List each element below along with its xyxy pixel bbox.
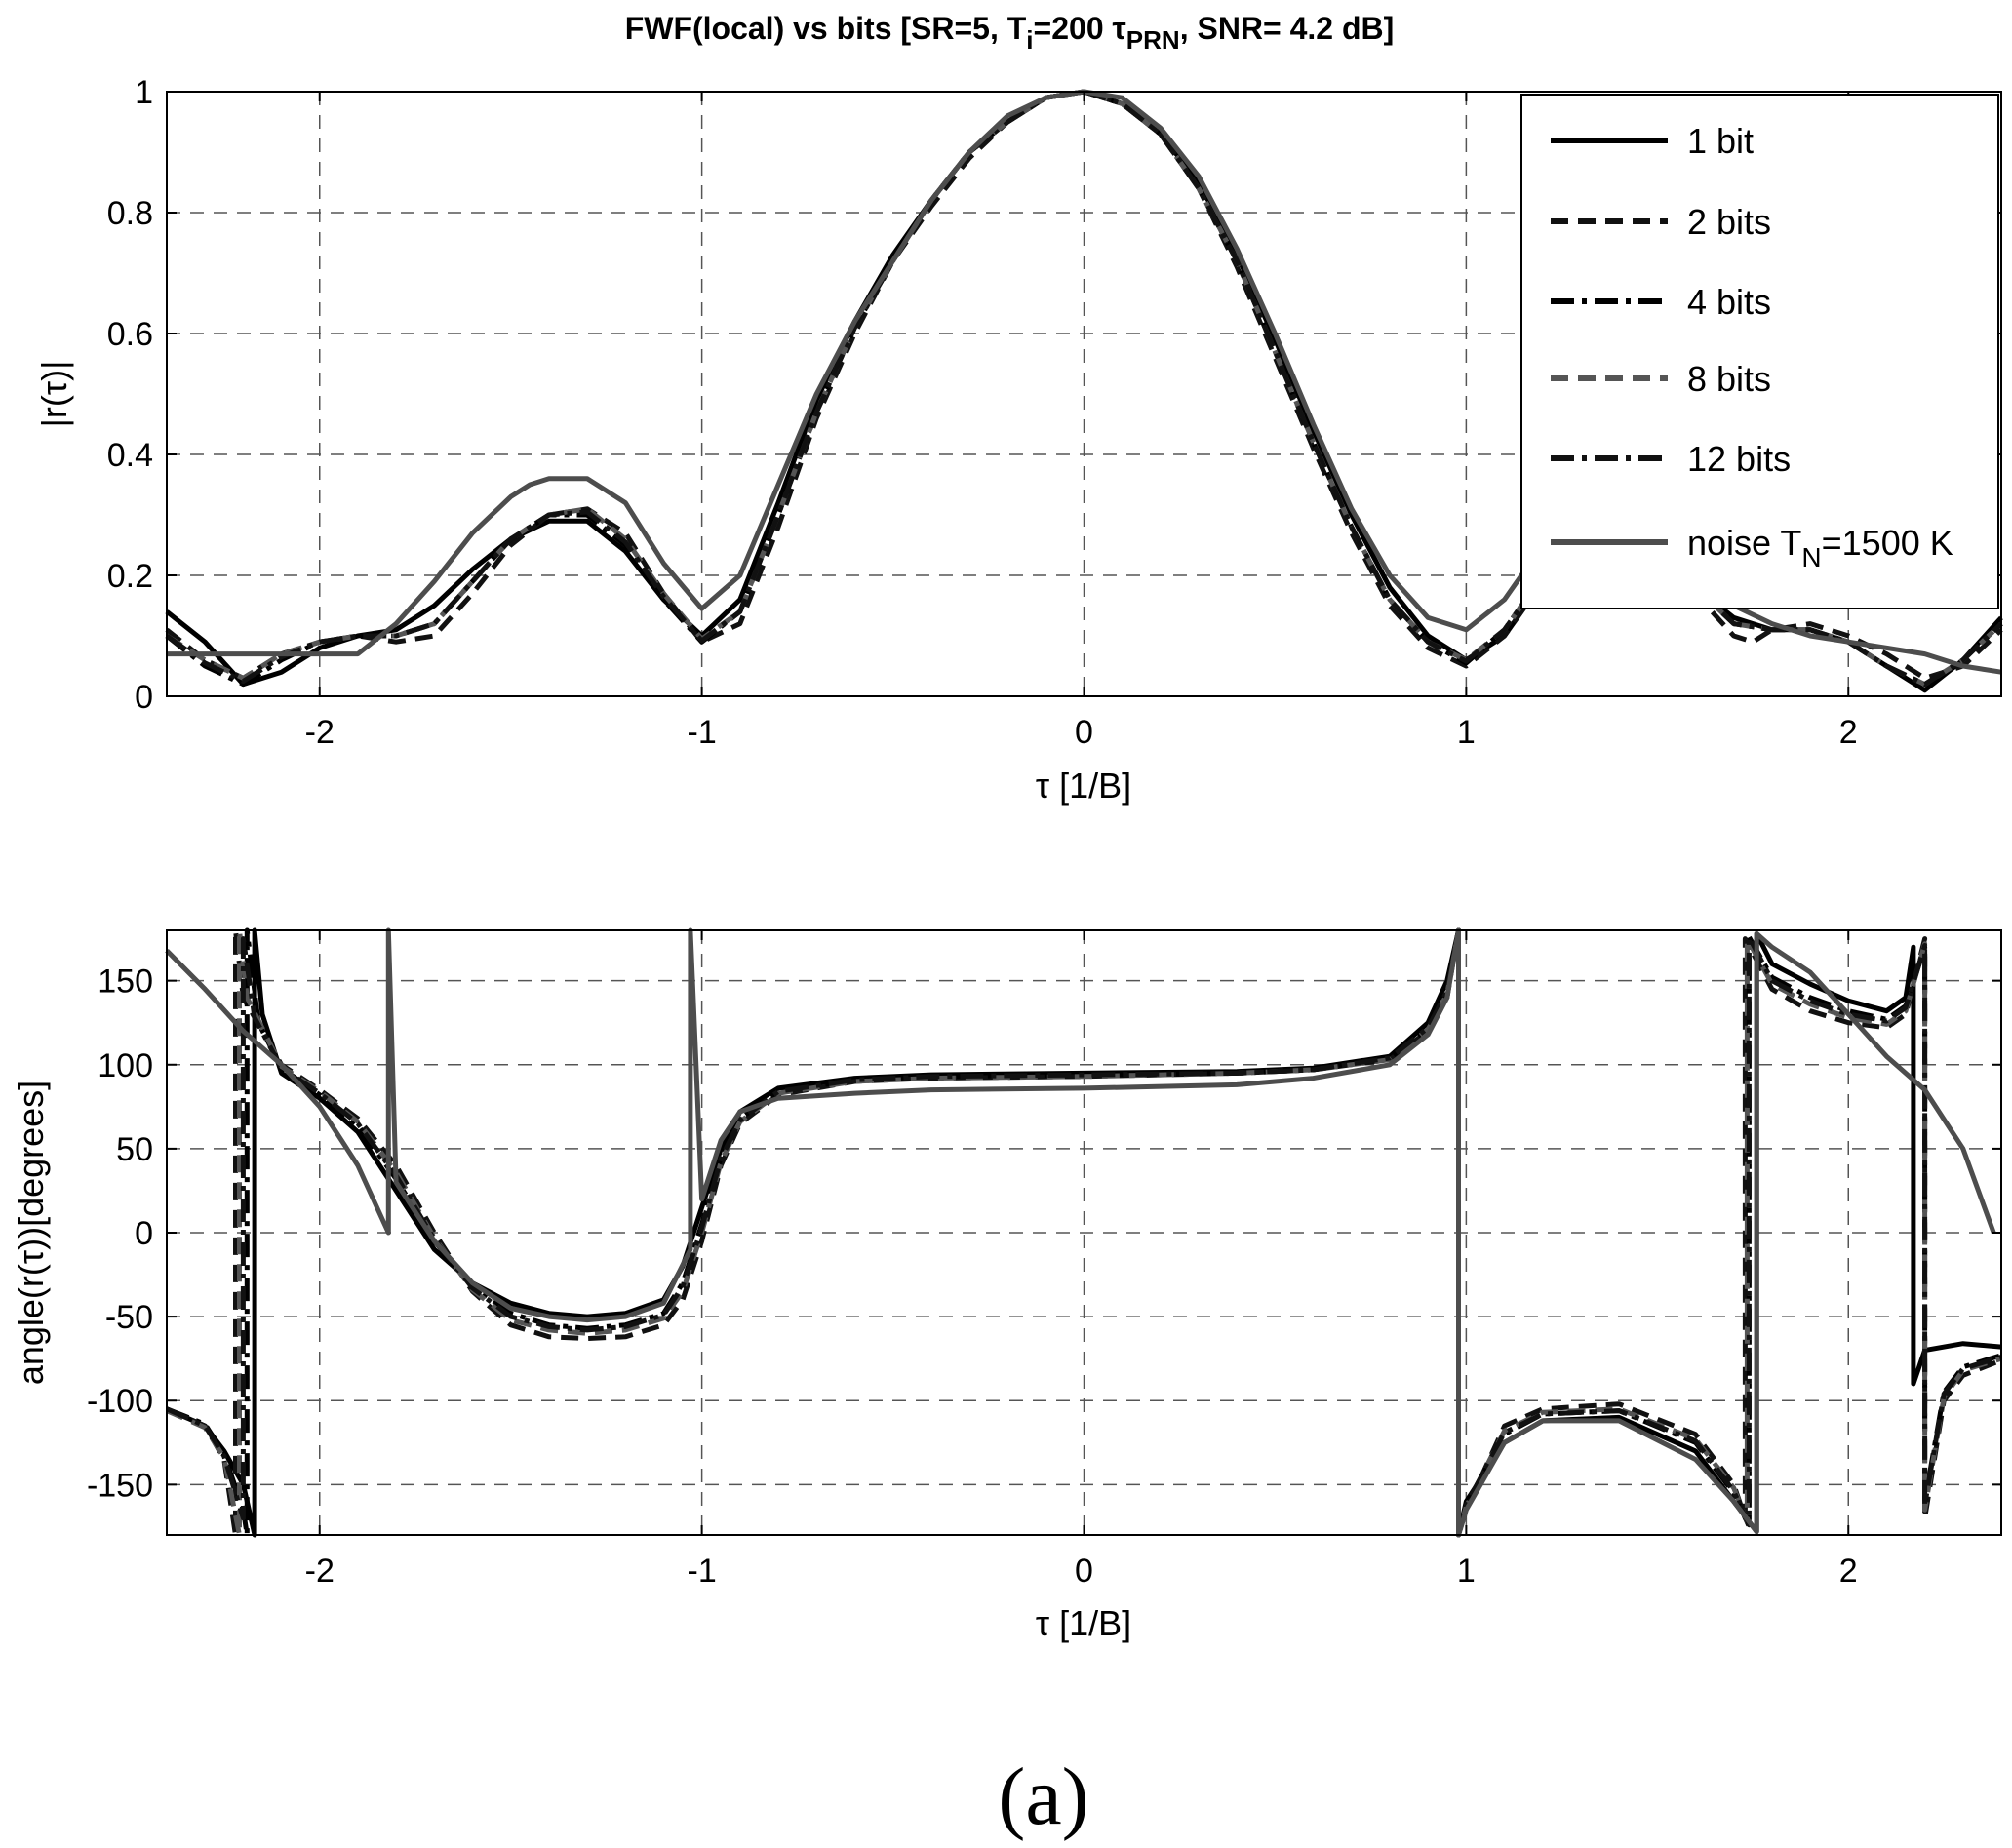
legend-label-4bits: 4 bits [1687,282,1771,322]
title-sub-i: i [1026,25,1033,55]
magnitude-xtick-label-3: 1 [1457,714,1476,751]
magnitude-ytick-label-4: 0.8 [107,195,153,232]
legend-label-noise: noise TN=1500 K [1687,523,1953,572]
magnitude-ytick-label-0: 0 [135,679,153,716]
magnitude-xtick-label-2: 0 [1075,714,1093,751]
phase-grid [167,930,2001,1535]
phase-series-8-bits [165,927,2002,1538]
phase-series-noise-tn-1500-k [165,927,1996,1538]
magnitude-plot: -2 -1 0 1 2 0 0.2 0.4 0.6 0.8 1 τ [1/B] |r(τ)| 1 b… [34,74,2003,806]
phase-ytick-label-2: -50 [105,1299,153,1336]
legend: 1 bit 2 bits 4 bits 8 bits 12 bits noise… [1520,94,1999,609]
phase-ytick-label-1: -100 [87,1383,153,1420]
legend-noise-sub: N [1801,542,1821,572]
legend-noise-prefix: noise T [1687,523,1801,563]
magnitude-xlabel: τ [1/B] [1036,766,1131,806]
phase-xtick-label-1: -1 [688,1553,717,1590]
phase-xtick-label-2: 0 [1075,1553,1093,1590]
phase-xtick-label-0: -2 [305,1553,335,1590]
title-suffix: , SNR= 4.2 dB] [1180,11,1395,46]
legend-noise-suffix: =1500 K [1822,523,1953,563]
phase-xlabel: τ [1/B] [1036,1603,1131,1643]
chart-title: FWF(local) vs bits [SR=5, Ti=200 τPRN, S… [625,11,1395,55]
legend-box [1520,94,1999,609]
phase-ylabel: angle(r(τ))[degrees] [11,1081,51,1385]
magnitude-ytick-label-3: 0.6 [107,316,153,353]
title-sub-prn: PRN [1126,25,1180,55]
magnitude-ytick-label-1: 0.2 [107,558,153,595]
legend-label-1bit: 1 bit [1687,121,1754,161]
phase-plot: -2 -1 0 1 2 -150 -100 -50 0 50 100 150 τ [1/B] angl… [11,927,2002,1643]
magnitude-xtick-label-1: -1 [688,714,717,751]
magnitude-ylabel: |r(τ)| [34,361,74,428]
magnitude-xtick-label-0: -2 [305,714,335,751]
phase-series-1-bit [165,927,2002,1538]
phase-ytick-label-6: 150 [98,963,153,1001]
legend-label-12bits: 12 bits [1687,439,1791,479]
figure-caption: (a) [998,1751,1088,1842]
phase-series [165,927,2002,1538]
magnitude-ytick-label-5: 1 [135,74,153,111]
phase-xtick-label-3: 1 [1457,1553,1476,1590]
title-prefix: FWF(local) vs bits [SR=5, T [625,11,1027,46]
phase-ytick-label-0: -150 [87,1467,153,1504]
phase-ticks: -2 -1 0 1 2 -150 -100 -50 0 50 100 150 [87,930,2001,1590]
magnitude-ticks: -2 -1 0 1 2 0 0.2 0.4 0.6 0.8 1 [107,74,2001,751]
legend-label-8bits: 8 bits [1687,359,1771,399]
phase-ytick-label-5: 100 [98,1047,153,1084]
legend-label-2bits: 2 bits [1687,202,1771,242]
phase-ytick-label-4: 50 [116,1131,153,1168]
phase-ytick-label-3: 0 [135,1215,153,1252]
title-mid: =200 τ [1034,11,1126,46]
magnitude-xtick-label-4: 2 [1839,714,1858,751]
magnitude-ytick-label-2: 0.4 [107,437,153,474]
phase-xtick-label-4: 2 [1839,1553,1858,1590]
